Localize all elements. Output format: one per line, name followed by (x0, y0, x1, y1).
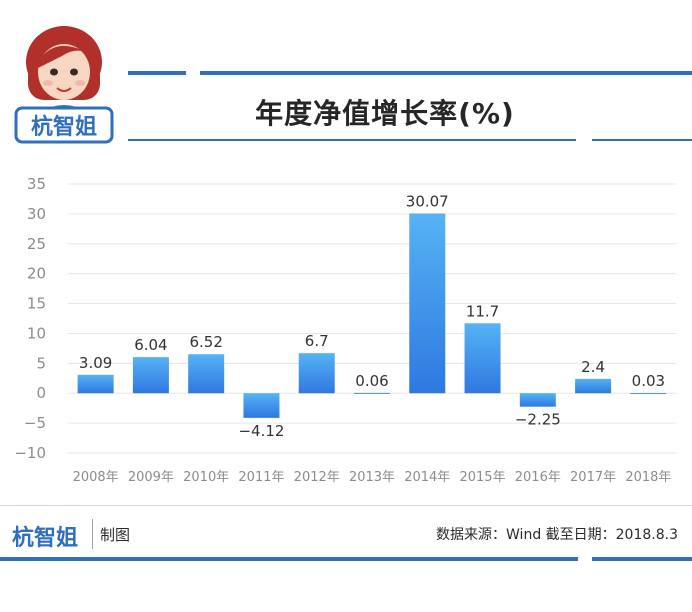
y-tick-label: 5 (36, 354, 46, 372)
x-tick-label: 2009年 (128, 470, 174, 485)
x-tick-label: 2018年 (625, 470, 671, 485)
footer-source: 数据来源：Wind 截至日期：2018.8.3 (436, 527, 678, 543)
y-axis-ticks: 35 30 25 20 15 10 5 0 −5 −10 (14, 175, 46, 462)
bar (132, 357, 169, 394)
header: 杭智姐 年度净值增长率(%) (0, 0, 692, 160)
header-rule-top-right (200, 71, 692, 75)
footer-rule-top (0, 505, 692, 506)
x-tick-label: 2015年 (459, 470, 505, 485)
footer-brand-text: 杭智姐 (12, 525, 78, 551)
data-label: 6.04 (134, 336, 167, 354)
x-tick-label: 2017年 (570, 470, 616, 485)
bar (298, 353, 335, 394)
data-label: 3.09 (79, 354, 112, 372)
bar (519, 393, 556, 407)
y-tick-label: 20 (27, 265, 46, 283)
y-tick-label: 0 (36, 384, 46, 402)
data-label: 0.06 (355, 372, 388, 390)
y-tick-label: 30 (27, 205, 46, 223)
brand-avatar: 杭智姐 (14, 22, 114, 146)
footer-brand-logo: 杭智姐 (12, 521, 82, 551)
data-labels: 3.09 6.04 6.52 −4.12 6.7 0.06 30.07 11.7 −2.25 2.… (79, 192, 665, 439)
data-label: 6.52 (189, 333, 222, 351)
data-label: 11.7 (466, 302, 499, 320)
chart-area: 35 30 25 20 15 10 5 0 −5 −10 3.09 6.04 6.52 −4.12 6.7… (0, 165, 692, 495)
bar-chart: 35 30 25 20 15 10 5 0 −5 −10 3.09 6.04 6.52 −4.12 6.7… (14, 175, 676, 485)
header-rule-bottom-right (592, 139, 692, 141)
x-axis-ticks: 2008年 2009年 2010年 2011年 2012年 2013年 2014年 2015年… (73, 470, 672, 485)
y-tick-label: −10 (14, 444, 46, 462)
bar (630, 393, 667, 395)
data-label: 6.7 (305, 332, 329, 350)
x-tick-label: 2013年 (349, 470, 395, 485)
footer-separator (92, 519, 93, 549)
bar (243, 393, 280, 418)
bar (575, 378, 612, 394)
brand-logo-text: 杭智姐 (31, 114, 97, 140)
footer: 杭智姐 制图 数据来源：Wind 截至日期：2018.8.3 (0, 505, 692, 612)
x-tick-label: 2010年 (183, 470, 229, 485)
y-tick-label: 25 (27, 235, 46, 253)
x-tick-label: 2014年 (404, 470, 450, 485)
bar (409, 213, 446, 394)
header-rule-top-left (128, 71, 186, 75)
bar (464, 323, 501, 394)
footer-rule-bottom-left (0, 557, 578, 561)
header-rule-bottom-left (128, 139, 576, 141)
chart-title: 年度净值增长率(%) (255, 97, 515, 130)
bar (77, 374, 114, 394)
x-tick-label: 2012年 (294, 470, 340, 485)
avatar-icon: 杭智姐 (14, 26, 114, 144)
footer-rule-bottom-right (592, 557, 692, 561)
y-tick-label: 10 (27, 324, 46, 342)
data-label: 2.4 (581, 358, 605, 376)
y-tick-label: 15 (27, 295, 46, 313)
data-label: −4.12 (238, 422, 284, 440)
y-tick-label: 35 (27, 175, 46, 193)
bar (188, 354, 225, 394)
footer-credit: 制图 (100, 526, 131, 544)
footer-logo-icon: 杭智姐 (12, 525, 78, 551)
data-label: 0.03 (632, 372, 665, 390)
x-tick-label: 2011年 (238, 470, 284, 485)
y-tick-label: −5 (24, 414, 46, 432)
data-label: −2.25 (515, 411, 561, 429)
x-tick-label: 2016年 (515, 470, 561, 485)
grid-lines (68, 183, 676, 454)
data-label: 30.07 (406, 192, 449, 210)
x-tick-label: 2008年 (73, 470, 119, 485)
bars (77, 213, 667, 418)
bar (354, 392, 390, 394)
